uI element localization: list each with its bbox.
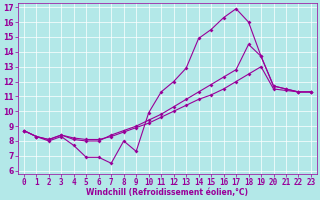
X-axis label: Windchill (Refroidissement éolien,°C): Windchill (Refroidissement éolien,°C): [86, 188, 248, 197]
